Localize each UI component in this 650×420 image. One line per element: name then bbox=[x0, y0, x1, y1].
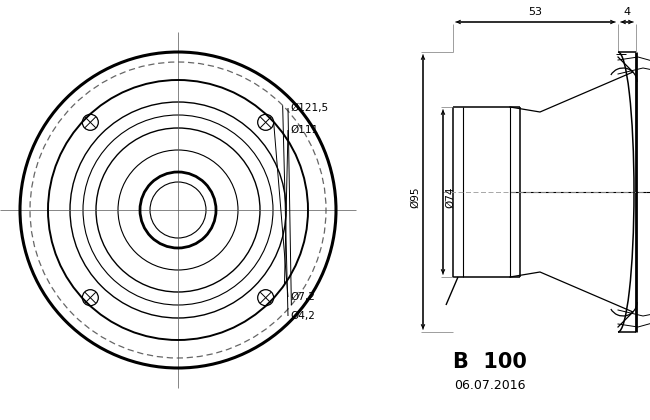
Text: 53: 53 bbox=[528, 7, 543, 17]
Text: 4: 4 bbox=[623, 7, 630, 17]
Text: Ø95: Ø95 bbox=[410, 186, 420, 208]
Text: Ø121,5: Ø121,5 bbox=[290, 103, 328, 113]
Text: Ø4,2: Ø4,2 bbox=[290, 311, 315, 321]
Text: Ø7,2: Ø7,2 bbox=[290, 292, 315, 302]
Text: Ø111: Ø111 bbox=[290, 125, 318, 135]
Text: B  100: B 100 bbox=[453, 352, 527, 372]
Text: Ø74: Ø74 bbox=[445, 186, 455, 208]
Text: 06.07.2016: 06.07.2016 bbox=[454, 378, 526, 391]
